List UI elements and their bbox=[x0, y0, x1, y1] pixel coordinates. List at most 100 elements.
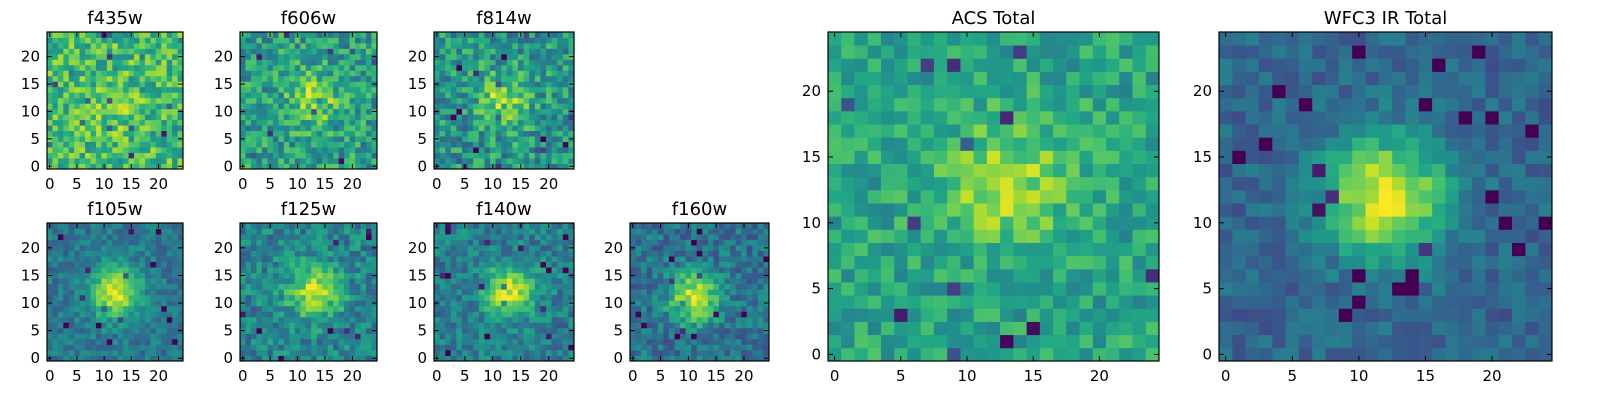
heatmap-cell bbox=[546, 103, 552, 110]
heatmap-cell bbox=[272, 152, 279, 159]
heatmap-cell bbox=[117, 119, 124, 126]
heatmap-cell bbox=[95, 239, 102, 246]
heatmap-cell bbox=[85, 32, 91, 38]
heatmap-cell bbox=[272, 283, 279, 290]
heatmap-cell bbox=[506, 152, 513, 159]
heatmap-cell bbox=[652, 239, 659, 246]
heatmap-cell bbox=[256, 256, 263, 263]
heatmap-cell bbox=[123, 267, 129, 274]
heatmap-cell bbox=[462, 130, 468, 137]
heatmap-cell bbox=[311, 119, 318, 126]
heatmap-cell bbox=[746, 261, 753, 268]
heatmap-cell bbox=[240, 119, 246, 126]
heatmap-cell bbox=[534, 223, 541, 229]
heatmap-cell bbox=[752, 272, 759, 279]
heatmap-cell bbox=[707, 289, 714, 296]
heatmap-cell bbox=[106, 283, 113, 290]
heatmap-cell bbox=[101, 256, 108, 263]
heatmap-cell bbox=[245, 322, 252, 329]
heatmap-cell bbox=[123, 81, 129, 88]
heatmap-cell bbox=[568, 147, 575, 153]
heatmap-cell bbox=[322, 245, 329, 251]
heatmap-cell bbox=[305, 158, 312, 164]
heatmap-cell bbox=[74, 349, 81, 356]
heatmap-cell bbox=[338, 114, 345, 121]
heatmap-cell bbox=[52, 64, 59, 71]
heatmap-cell bbox=[724, 278, 731, 285]
heatmap-cell bbox=[501, 333, 508, 340]
heatmap-cell bbox=[316, 272, 323, 279]
heatmap-cell bbox=[85, 289, 91, 296]
heatmap-cell bbox=[854, 242, 869, 257]
heatmap-cell bbox=[311, 239, 318, 246]
heatmap-cell bbox=[305, 81, 312, 88]
heatmap-cell bbox=[668, 311, 675, 318]
heatmap-cell bbox=[551, 349, 558, 356]
heatmap-cell bbox=[366, 141, 372, 148]
heatmap-cell bbox=[240, 311, 246, 318]
heatmap-cell bbox=[349, 92, 356, 99]
heatmap-cell bbox=[534, 283, 541, 290]
heatmap-cell bbox=[668, 327, 675, 334]
heatmap-cell bbox=[1119, 347, 1133, 362]
heatmap-cell bbox=[551, 86, 558, 93]
heatmap-cell bbox=[327, 70, 334, 77]
heatmap-cell bbox=[294, 130, 301, 137]
heatmap-cell bbox=[562, 103, 569, 110]
heatmap-cell bbox=[696, 355, 703, 362]
heatmap-cell bbox=[557, 250, 564, 257]
heatmap-cell bbox=[245, 355, 252, 362]
heatmap-cell bbox=[828, 229, 842, 243]
heatmap-cell bbox=[523, 333, 530, 340]
heatmap-cell bbox=[327, 119, 334, 126]
heatmap-cell bbox=[134, 338, 140, 345]
heatmap-cell bbox=[546, 333, 552, 340]
heatmap-cell bbox=[445, 119, 452, 126]
heatmap-cell bbox=[540, 42, 547, 49]
heatmap-cell bbox=[371, 86, 378, 93]
heatmap-cell bbox=[1106, 308, 1120, 322]
heatmap-cell bbox=[366, 136, 372, 142]
heatmap-cell bbox=[272, 86, 279, 93]
heatmap-cell bbox=[1000, 268, 1014, 283]
heatmap-cell bbox=[74, 239, 81, 246]
heatmap-cell bbox=[344, 75, 350, 82]
heatmap-cell bbox=[641, 228, 648, 235]
heatmap-cell bbox=[702, 305, 709, 312]
heatmap-cell bbox=[106, 48, 113, 55]
heatmap-cell bbox=[630, 289, 636, 296]
heatmap-cell bbox=[657, 272, 664, 279]
heatmap-cell bbox=[506, 283, 513, 290]
heatmap-cell bbox=[506, 130, 513, 137]
heatmap-cell bbox=[467, 228, 474, 235]
heatmap-cell bbox=[161, 250, 168, 257]
heatmap-cell bbox=[1026, 268, 1041, 283]
heatmap-cell bbox=[74, 333, 81, 340]
heatmap-cell bbox=[327, 141, 334, 148]
heatmap-cell bbox=[134, 42, 140, 49]
heatmap-cell bbox=[439, 103, 446, 110]
heatmap-cell bbox=[166, 261, 173, 268]
heatmap-cell bbox=[344, 245, 350, 251]
heatmap-cell bbox=[283, 289, 290, 296]
heatmap-cell bbox=[106, 322, 113, 329]
heatmap-cell bbox=[90, 289, 97, 296]
heatmap-cell bbox=[540, 278, 547, 285]
heatmap-cell bbox=[272, 147, 279, 153]
heatmap-cell bbox=[512, 349, 519, 356]
heatmap-cell bbox=[518, 75, 524, 82]
heatmap-cell bbox=[112, 103, 119, 110]
heatmap-cell bbox=[144, 48, 151, 55]
heatmap-cell bbox=[445, 42, 452, 49]
heatmap-cell bbox=[333, 250, 340, 257]
heatmap-cell bbox=[344, 283, 350, 290]
heatmap-cell bbox=[540, 125, 547, 132]
heatmap-cell bbox=[139, 114, 146, 121]
heatmap-cell bbox=[920, 176, 935, 191]
heatmap-cell bbox=[445, 228, 452, 235]
heatmap-cell bbox=[172, 355, 178, 362]
heatmap-cell bbox=[674, 322, 681, 329]
heatmap-cell bbox=[907, 150, 922, 164]
heatmap-cell bbox=[366, 234, 372, 240]
heatmap-cell bbox=[106, 108, 113, 115]
